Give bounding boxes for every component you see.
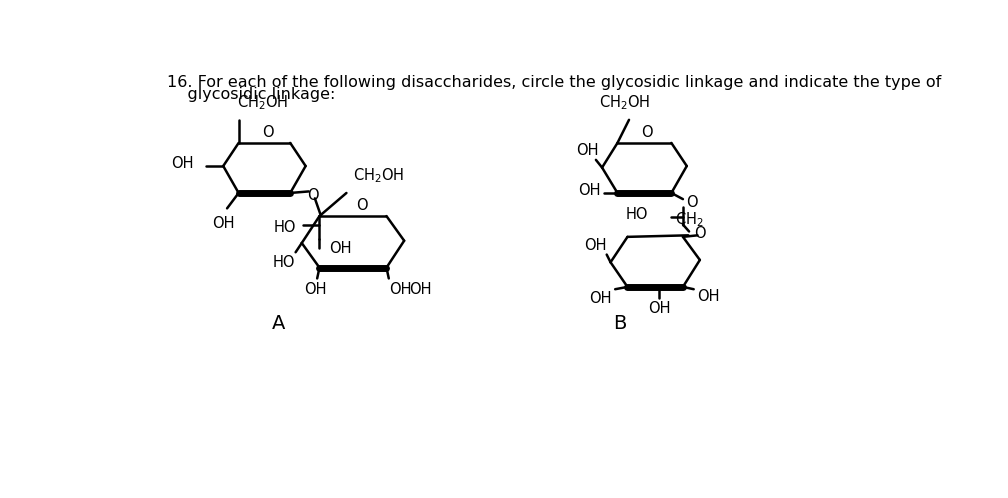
Text: OH: OH: [389, 281, 411, 296]
Text: O: O: [694, 226, 706, 241]
Text: CH$_2$OH: CH$_2$OH: [353, 166, 404, 185]
Text: HO: HO: [626, 207, 648, 222]
Text: OH: OH: [578, 183, 601, 198]
Text: CH$_2$OH: CH$_2$OH: [237, 94, 288, 112]
Text: OH: OH: [648, 301, 670, 316]
Text: OH: OH: [585, 238, 607, 253]
Text: OH: OH: [212, 216, 235, 231]
Text: O: O: [641, 125, 652, 140]
Text: OH: OH: [409, 281, 432, 296]
Text: B: B: [613, 314, 626, 333]
Text: O: O: [686, 196, 698, 211]
Text: OH: OH: [304, 281, 327, 296]
Text: O: O: [307, 188, 320, 203]
Text: A: A: [272, 314, 285, 333]
Text: glycosidic linkage:: glycosidic linkage:: [167, 87, 336, 102]
Text: 16. For each of the following disaccharides, circle the glycosidic linkage and i: 16. For each of the following disacchari…: [167, 75, 941, 90]
Text: OH: OH: [329, 241, 351, 255]
Text: O: O: [262, 125, 274, 140]
Text: CH$_2$OH: CH$_2$OH: [600, 94, 651, 112]
Text: CH$_2$: CH$_2$: [675, 211, 704, 229]
Text: OH: OH: [576, 143, 598, 158]
Text: OH: OH: [590, 291, 612, 306]
Text: OH: OH: [697, 289, 720, 304]
Text: O: O: [356, 198, 368, 213]
Text: OH: OH: [171, 156, 194, 171]
Text: HO: HO: [273, 254, 295, 269]
Text: HO: HO: [274, 220, 296, 235]
